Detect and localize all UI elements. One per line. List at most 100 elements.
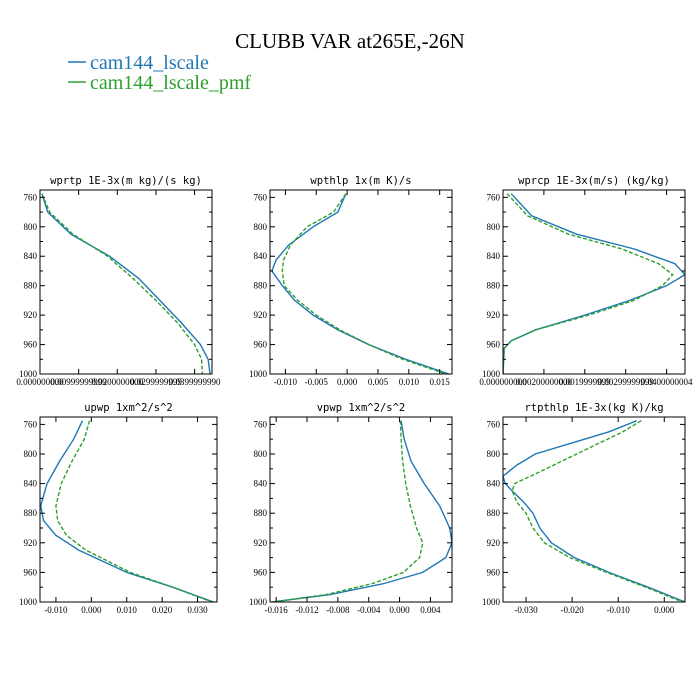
y-tick-label: 1000	[249, 597, 268, 607]
y-tick-label: 760	[487, 192, 501, 202]
panel-1: wprtp 1E-3x(m kg)/(s kg) 760 800 840 880 920 9…	[16, 175, 221, 387]
series-line-lscale-pmf	[55, 420, 212, 602]
y-tick-label: 800	[487, 222, 501, 232]
panel-5: vpwp 1xm^2/s^27608008408809209601000-0.0…	[249, 402, 453, 615]
x-tick-label: -0.010	[44, 605, 68, 615]
panel-6: rtpthlp 1E-3x(kg K)/kg 760 800 840 880 920 960…	[482, 402, 686, 615]
plot-frame	[502, 416, 686, 603]
y-tick-label: 1000	[19, 597, 38, 607]
x-tick-label: -0.005	[305, 377, 329, 387]
x-tick-label: 0.0400000004	[641, 377, 693, 387]
y-tick-label: 880	[24, 508, 38, 518]
x-tick-label: -0.020	[560, 605, 584, 615]
y-tick-label: 880	[487, 508, 501, 518]
series-line-lscale	[272, 420, 452, 602]
panels: wprtp 1E-3x(m kg)/(s kg) 760 800 840 880 920 9…	[16, 175, 693, 615]
y-tick-label: 920	[487, 310, 501, 320]
series-line-lscale-pmf	[41, 193, 204, 374]
series-line-lscale-pmf	[272, 420, 424, 602]
series-line-lscale-pmf	[511, 420, 683, 602]
y-tick-label: 960	[487, 567, 501, 577]
x-tick-label: -0.010	[607, 605, 631, 615]
panel-title: rtpthlp 1E-3x(kg K)/kg	[524, 402, 663, 414]
x-tick-label: 0.000	[81, 605, 102, 615]
y-tick-label: 800	[254, 449, 268, 459]
x-tick-label: -0.008	[326, 605, 350, 615]
y-tick-label: 760	[24, 192, 38, 202]
x-tick-label: 0.000	[337, 377, 358, 387]
series-line-lscale	[503, 420, 685, 602]
x-tick-label: 0.010	[117, 605, 138, 615]
legend-label-lscale-pmf: cam144_lscale_pmf	[90, 72, 251, 94]
y-tick-label: 840	[254, 479, 268, 489]
x-tick-label: 0.00999999999	[51, 377, 108, 387]
x-tick-label: 0.020	[152, 605, 173, 615]
series-line-lscale	[271, 193, 450, 374]
y-tick-label: 920	[254, 310, 268, 320]
x-tick-label: 0.010	[399, 377, 420, 387]
plot-frame	[39, 416, 218, 603]
x-tick-label: 0.00299999999	[598, 377, 655, 387]
x-tick-label: 0.000	[389, 605, 410, 615]
y-tick-label: 760	[254, 192, 268, 202]
x-tick-label: 0.030	[187, 605, 208, 615]
y-tick-label: 880	[254, 508, 268, 518]
y-tick-label: 1000	[249, 369, 268, 379]
x-tick-label: -0.004	[357, 605, 381, 615]
y-tick-label: 840	[487, 251, 501, 261]
panel-title: upwp 1xm^2/s^2	[84, 402, 173, 414]
x-tick-label: 0.004	[420, 605, 441, 615]
x-tick-label: -0.016	[265, 605, 289, 615]
y-tick-label: 880	[487, 281, 501, 291]
plot-frame	[39, 189, 213, 375]
y-tick-label: 1000	[482, 369, 501, 379]
y-tick-label: 800	[254, 222, 268, 232]
series-line-lscale-pmf	[281, 193, 447, 374]
y-tick-label: 840	[487, 479, 501, 489]
legend: cam144_lscale cam144_lscale_pmf	[68, 52, 251, 94]
y-tick-label: 960	[254, 340, 268, 350]
y-tick-label: 1000	[19, 369, 38, 379]
figure-title: CLUBB VAR at265E,-26N	[235, 29, 465, 53]
x-tick-label: -0.012	[295, 605, 318, 615]
x-tick-label: 0.0200000000	[91, 377, 143, 387]
series-line-lscale	[41, 193, 211, 374]
plot-frame	[269, 416, 453, 603]
x-tick-label: 0.005	[368, 377, 389, 387]
x-tick-label: 0.000000000	[479, 377, 527, 387]
y-tick-label: 960	[24, 567, 38, 577]
y-tick-label: 880	[24, 281, 38, 291]
x-tick-label: 0.000	[654, 605, 675, 615]
panel-title: wprtp 1E-3x(m kg)/(s kg)	[50, 175, 202, 187]
series-line-lscale	[40, 420, 214, 602]
x-tick-label: 0.0399999990	[169, 377, 221, 387]
y-tick-label: 840	[254, 251, 268, 261]
y-tick-label: 760	[24, 419, 38, 429]
panel-title: vpwp 1xm^2/s^2	[317, 402, 406, 414]
y-tick-label: 960	[24, 340, 38, 350]
y-tick-label: 920	[254, 538, 268, 548]
x-tick-label: 0.0299999999	[130, 377, 182, 387]
panel-title: wprcp 1E-3x(m/s) (kg/kg)	[518, 175, 670, 187]
plot-frame	[502, 189, 686, 375]
legend-label-lscale: cam144_lscale	[90, 52, 209, 74]
panel-4: upwp 1xm^2/s^2 760 800 840 880 920 960 1000 -0.0…	[19, 402, 218, 615]
x-tick-label: 0.0019999999	[559, 377, 611, 387]
series-line-lscale	[503, 193, 685, 374]
y-tick-label: 760	[254, 419, 268, 429]
y-tick-label: 920	[24, 538, 38, 548]
panel-2: wpthlp 1x(m K)/s 760 800 840 880 920 960 1000 -0…	[249, 175, 453, 387]
y-tick-label: 800	[24, 222, 38, 232]
y-tick-label: 840	[24, 251, 38, 261]
x-tick-label: 0.000000000	[16, 377, 64, 387]
plot-frame	[269, 189, 453, 375]
y-tick-label: 960	[487, 340, 501, 350]
y-tick-label: 880	[254, 281, 268, 291]
x-tick-label: 0.015	[430, 377, 451, 387]
panel-3: wprcp 1E-3x(m/s) (kg/kg) 760 800 840 880 920 9…	[479, 175, 693, 387]
panel-title: wpthlp 1x(m K)/s	[310, 175, 411, 187]
x-tick-label: -0.010	[274, 377, 298, 387]
y-tick-label: 840	[24, 479, 38, 489]
y-tick-label: 760	[487, 419, 501, 429]
